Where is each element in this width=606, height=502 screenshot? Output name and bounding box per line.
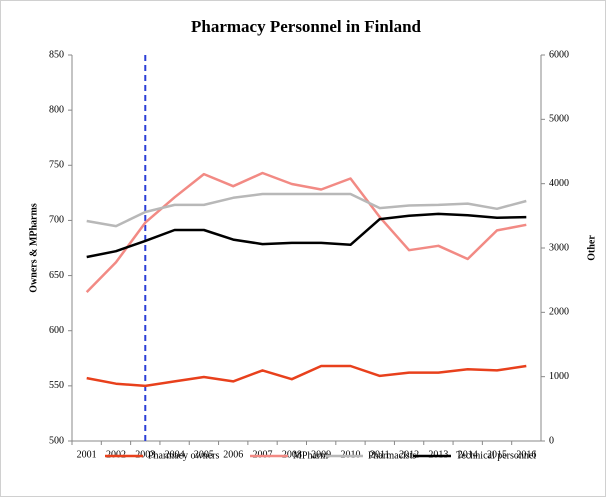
y-tick-label: 500 xyxy=(49,435,64,446)
legend-label: Technical personnel xyxy=(456,450,536,461)
series-line xyxy=(86,212,527,259)
series-line xyxy=(86,192,527,228)
y-tick-label: 700 xyxy=(49,215,64,226)
y2-tick-label: 2000 xyxy=(549,307,569,318)
y2-tick-label: 0 xyxy=(549,435,554,446)
y2-axis-title: Other xyxy=(586,235,597,261)
series-line xyxy=(85,171,527,293)
y-tick-label: 600 xyxy=(49,325,64,336)
legend-label: Pharmacists xyxy=(368,450,416,461)
y2-tick-label: 4000 xyxy=(549,178,569,189)
y2-tick-label: 1000 xyxy=(549,371,569,382)
y-tick-label: 850 xyxy=(49,49,64,60)
series-line xyxy=(86,364,527,388)
x-tick-label: 2015 xyxy=(487,449,507,460)
y-tick-label: 650 xyxy=(49,270,64,281)
x-tick-label: 2011 xyxy=(370,449,390,460)
y2-tick-label: 3000 xyxy=(549,242,569,253)
y2-tick-label: 5000 xyxy=(549,114,569,125)
x-tick-label: 2009 xyxy=(311,449,331,460)
y2-tick-label: 6000 xyxy=(549,49,569,60)
x-tick-label: 2012 xyxy=(399,449,419,460)
x-tick-label: 2008 xyxy=(282,449,302,460)
x-tick-label: 2003 xyxy=(135,449,155,460)
x-tick-label: 2006 xyxy=(223,449,243,460)
x-tick-label: 2004 xyxy=(165,449,185,460)
legend-label: Pharmacy owners xyxy=(148,450,219,461)
y-axis-title: Owners & MPharms xyxy=(28,203,39,293)
y-tick-label: 550 xyxy=(49,380,64,391)
y-tick-label: 800 xyxy=(49,104,64,115)
x-tick-label: 2016 xyxy=(516,449,536,460)
y-tick-label: 750 xyxy=(49,160,64,171)
chart-title: Pharmacy Personnel in Finland xyxy=(191,17,422,36)
x-tick-label: 2014 xyxy=(458,449,478,460)
x-tick-label: 2005 xyxy=(194,449,214,460)
legend-label: MPharm xyxy=(293,450,328,461)
x-tick-label: 2001 xyxy=(77,449,97,460)
